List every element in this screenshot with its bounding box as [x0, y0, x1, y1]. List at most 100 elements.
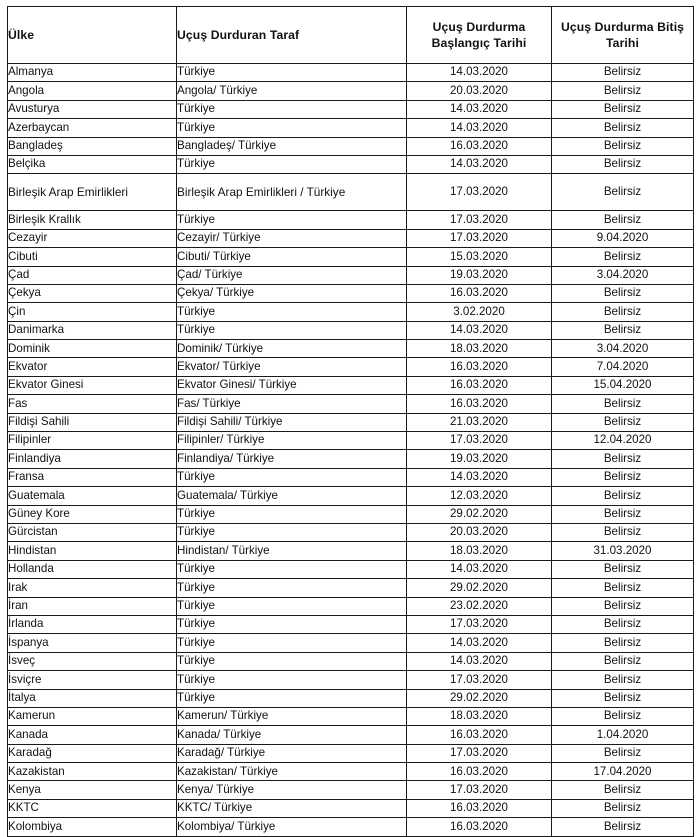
cell-end-date: Belirsiz — [551, 688, 694, 708]
cell-end-date: 3.04.2020 — [551, 265, 694, 285]
table-header: Ülke Uçuş Durduran Taraf Uçuş Durdurma B… — [7, 6, 694, 64]
cell-end-date: Belirsiz — [551, 743, 694, 764]
cell-country: Çin — [7, 302, 177, 322]
cell-suspending-party: Türkiye — [176, 596, 407, 616]
cell-suspending-party: Filipinler/ Türkiye — [176, 431, 407, 451]
table-row: Karadağ Karadağ/ Türkiye 17.03.2020 Belirsi… — [7, 743, 694, 764]
cell-country: Hindistan — [7, 541, 177, 561]
cell-start-date: 20.03.2020 — [406, 522, 552, 543]
cell-end-date: Belirsiz — [551, 651, 694, 672]
cell-end-date: Belirsiz — [551, 154, 694, 175]
cell-suspending-party: Türkiye — [176, 522, 407, 543]
cell-suspending-party: Türkiye — [176, 302, 407, 322]
cell-start-date: 16.03.2020 — [406, 357, 552, 377]
table-row: İspanya Türkiye 14.03.2020 Belirsiz — [7, 633, 694, 653]
cell-country: Azerbaycan — [7, 118, 177, 138]
cell-suspending-party: Kolombiya/ Türkiye — [176, 817, 407, 837]
cell-end-date: Belirsiz — [551, 614, 694, 635]
cell-country: Filipinler — [7, 431, 177, 451]
table-row: Çin Türkiye 3.02.2020 Belirsiz — [7, 302, 694, 322]
cell-end-date: Belirsiz — [551, 633, 694, 653]
table-row: Birleşik Arap Emirlikleri Birleşik Arap E… — [7, 173, 694, 212]
cell-suspending-party: Türkiye — [176, 614, 407, 635]
table-row: Guatemala Guatemala/ Türkiye 12.03.2020 Bel… — [7, 486, 694, 506]
cell-country: Kamerun — [7, 706, 177, 727]
cell-end-date: Belirsiz — [551, 817, 694, 837]
table-row: Ekvator Ekvator/ Türkiye 16.03.2020 7.04.20… — [7, 357, 694, 377]
cell-start-date: 17.03.2020 — [406, 210, 552, 230]
cell-end-date: Belirsiz — [551, 81, 694, 101]
cell-suspending-party: Türkiye — [176, 467, 407, 488]
cell-end-date: Belirsiz — [551, 504, 694, 524]
cell-country: Belçika — [7, 154, 177, 175]
table-row: Kamerun Kamerun/ Türkiye 18.03.2020 Belirsi… — [7, 706, 694, 727]
cell-end-date: Belirsiz — [551, 173, 694, 212]
cell-end-date: Belirsiz — [551, 210, 694, 230]
cell-suspending-party: Kanada/ Türkiye — [176, 725, 407, 745]
cell-end-date: Belirsiz — [551, 449, 694, 469]
cell-start-date: 18.03.2020 — [406, 339, 552, 359]
cell-suspending-party: Türkiye — [176, 504, 407, 524]
table-header-row: Ülke Uçuş Durduran Taraf Uçuş Durdurma B… — [7, 6, 694, 64]
cell-suspending-party: Bangladeş/ Türkiye — [176, 136, 407, 156]
table-row: Angola Angola/ Türkiye 20.03.2020 Belirsiz — [7, 81, 694, 101]
cell-suspending-party: Türkiye — [176, 118, 407, 138]
cell-end-date: Belirsiz — [551, 118, 694, 138]
cell-country: Irak — [7, 578, 177, 598]
cell-end-date: 12.04.2020 — [551, 431, 694, 451]
table-row: Kolombiya Kolombiya/ Türkiye 16.03.2020 Bel… — [7, 817, 694, 837]
cell-start-date: 16.03.2020 — [406, 375, 552, 396]
flight-suspension-table: Ülke Uçuş Durduran Taraf Uçuş Durdurma B… — [7, 6, 694, 837]
column-header-end-date-line-2: Tarihi — [606, 36, 639, 50]
table-row: Hollanda Türkiye 14.03.2020 Belirsiz — [7, 559, 694, 580]
cell-country: İsviçre — [7, 670, 177, 690]
cell-start-date: 29.02.2020 — [406, 504, 552, 524]
cell-start-date: 16.03.2020 — [406, 762, 552, 782]
table-row: Kazakistan Kazakistan/ Türkiye 16.03.2020 1… — [7, 762, 694, 782]
cell-start-date: 17.03.2020 — [406, 614, 552, 635]
cell-suspending-party: Fas/ Türkiye — [176, 394, 407, 414]
table-row: KKTC KKTC/ Türkiye 16.03.2020 Belirsiz — [7, 798, 694, 819]
table-row: Gürcistan Türkiye 20.03.2020 Belirsiz — [7, 522, 694, 543]
table-row: Hindistan Hindistan/ Türkiye 18.03.2020 31.… — [7, 541, 694, 561]
cell-end-date: 31.03.2020 — [551, 541, 694, 561]
cell-end-date: Belirsiz — [551, 467, 694, 488]
cell-start-date: 12.03.2020 — [406, 486, 552, 506]
cell-country: Gürcistan — [7, 522, 177, 543]
cell-suspending-party: Türkiye — [176, 99, 407, 120]
cell-start-date: 18.03.2020 — [406, 541, 552, 561]
cell-start-date: 16.03.2020 — [406, 136, 552, 156]
cell-start-date: 16.03.2020 — [406, 725, 552, 745]
cell-start-date: 29.02.2020 — [406, 578, 552, 598]
cell-end-date: 1.04.2020 — [551, 725, 694, 745]
table-row: Ekvator Ginesi Ekvator Ginesi/ Türkiye 16.… — [7, 375, 694, 396]
table-row: Birleşik Krallık Türkiye 17.03.2020 Belirsi… — [7, 210, 694, 230]
cell-suspending-party: Çekya/ Türkiye — [176, 283, 407, 304]
cell-suspending-party: Karadağ/ Türkiye — [176, 743, 407, 764]
cell-country: Güney Kore — [7, 504, 177, 524]
cell-country: KKTC — [7, 798, 177, 819]
cell-start-date: 14.03.2020 — [406, 559, 552, 580]
cell-country: İtalya — [7, 688, 177, 708]
cell-suspending-party: Türkiye — [176, 670, 407, 690]
cell-country: Birleşik Krallık — [7, 210, 177, 230]
cell-suspending-party: Angola/ Türkiye — [176, 81, 407, 101]
table-row: Belçika Türkiye 14.03.2020 Belirsiz — [7, 154, 694, 175]
cell-end-date: Belirsiz — [551, 412, 694, 433]
table-row: Finlandiya Finlandiya/ Türkiye 19.03.2020 B… — [7, 449, 694, 469]
cell-end-date: Belirsiz — [551, 706, 694, 727]
cell-end-date: Belirsiz — [551, 394, 694, 414]
column-header-suspending-party-line-1: Uçuş Durduran Taraf — [177, 27, 300, 42]
cell-start-date: 14.03.2020 — [406, 633, 552, 653]
cell-start-date: 17.03.2020 — [406, 780, 552, 800]
table-row: İran Türkiye 23.02.2020 Belirsiz — [7, 596, 694, 616]
cell-end-date: 17.04.2020 — [551, 762, 694, 782]
cell-country: İspanya — [7, 633, 177, 653]
cell-suspending-party: Türkiye — [176, 559, 407, 580]
column-header-country-line-1: Ülke — [8, 27, 35, 42]
cell-end-date: Belirsiz — [551, 247, 694, 267]
table-row: Fransa Türkiye 14.03.2020 Belirsiz — [7, 467, 694, 488]
cell-end-date: 3.04.2020 — [551, 339, 694, 359]
cell-start-date: 15.03.2020 — [406, 247, 552, 267]
